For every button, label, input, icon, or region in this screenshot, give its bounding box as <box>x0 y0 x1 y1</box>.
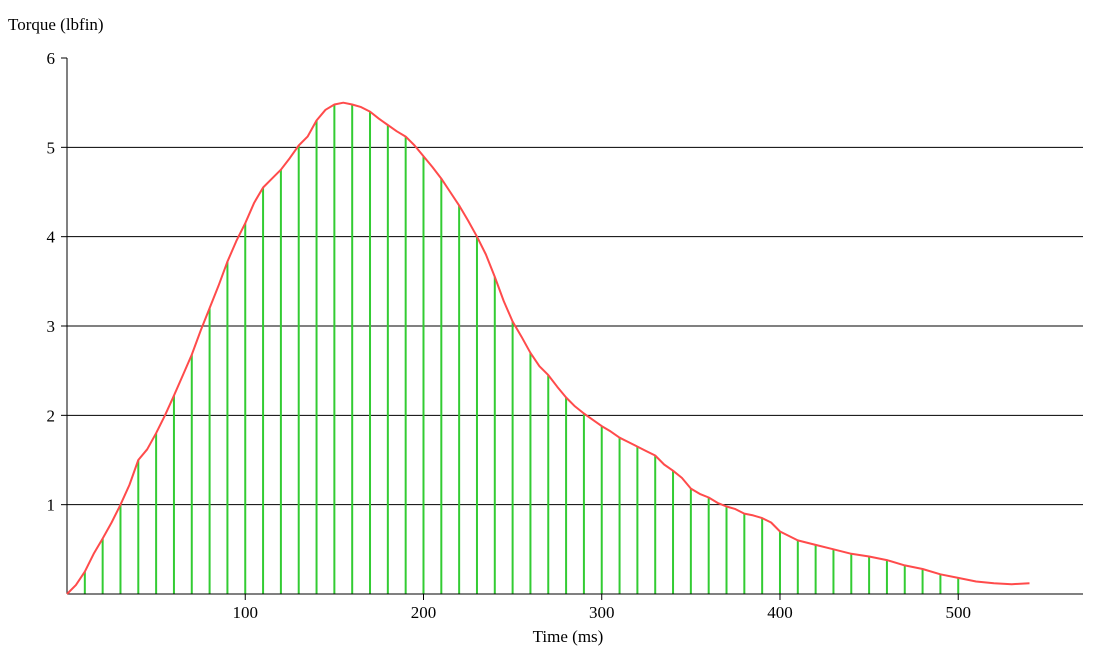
y-tick-label-5: 5 <box>47 138 56 157</box>
tick-labels: 1 2 3 4 5 6 100 200 300 400 500 <box>47 49 971 622</box>
sample-lines <box>83 104 960 594</box>
x-tick-label-400: 400 <box>767 603 793 622</box>
y-axis-title: Torque (lbfin) <box>8 15 104 34</box>
x-tick-label-200: 200 <box>411 603 437 622</box>
x-axis-title: Time (ms) <box>533 627 604 646</box>
torque-series-line <box>66 101 1030 595</box>
grid-lines <box>67 146 1083 506</box>
y-tick-label-6: 6 <box>47 49 56 68</box>
x-tick-label-500: 500 <box>945 603 971 622</box>
y-tick-label-4: 4 <box>47 228 56 247</box>
y-tick-label-1: 1 <box>47 496 56 515</box>
y-tick-label-2: 2 <box>47 406 56 425</box>
y-tick-label-3: 3 <box>47 317 56 336</box>
axes <box>61 57 1083 600</box>
x-tick-label-300: 300 <box>589 603 615 622</box>
x-tick-label-100: 100 <box>232 603 258 622</box>
series-layer <box>66 101 1030 595</box>
